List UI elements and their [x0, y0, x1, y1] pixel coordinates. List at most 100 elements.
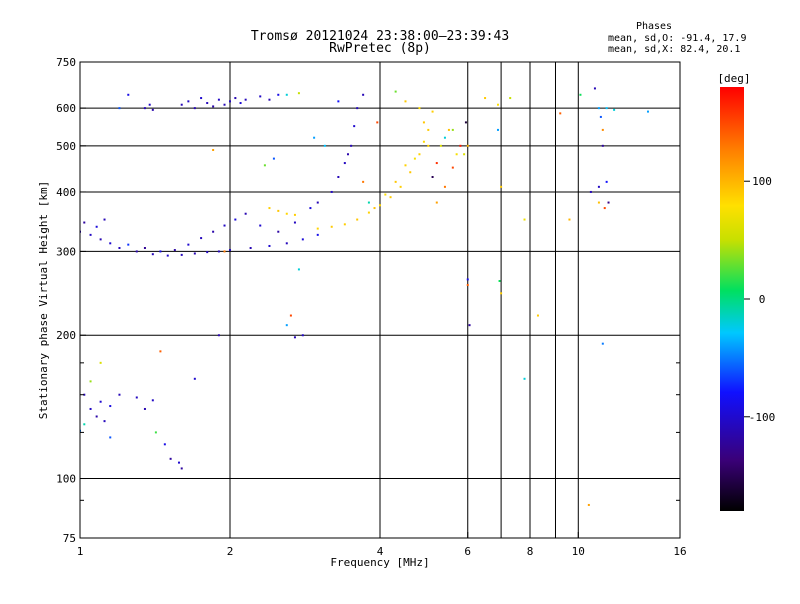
- scatter-point-O: [151, 399, 154, 402]
- y-axis-label: Stationary phase Virtual Height [km]: [37, 181, 50, 419]
- scatter-point-other: [607, 201, 610, 204]
- scatter-point-X: [379, 204, 381, 207]
- scatter-point-other: [323, 144, 326, 147]
- scatter-point-O: [187, 243, 190, 246]
- scatter-point-O: [259, 224, 262, 227]
- scatter-point-O: [301, 334, 304, 337]
- scatter-point-other: [109, 436, 112, 439]
- scatter-point-X: [404, 100, 407, 103]
- y-tick-label: 200: [56, 329, 76, 342]
- scatter-point-X: [587, 503, 590, 506]
- scatter-point-O: [277, 93, 280, 96]
- y-tick-label: 600: [56, 102, 76, 115]
- x-tick-label: 8: [527, 545, 534, 558]
- scatter-point-O: [316, 201, 319, 204]
- scatter-point-other: [466, 278, 469, 281]
- scatter-point-X: [373, 207, 376, 210]
- scatter-point-X: [285, 212, 288, 215]
- x-axis-label: Frequency [MHz]: [330, 556, 429, 569]
- scatter-point-other: [603, 207, 606, 210]
- scatter-point-other: [599, 115, 602, 118]
- scatter-point-other: [212, 148, 215, 151]
- scatter-point-X: [435, 201, 438, 204]
- scatter-point-O: [148, 103, 151, 106]
- scatter-point-O: [268, 244, 271, 247]
- scatter-point-other: [579, 93, 582, 96]
- scatter-point-O: [143, 407, 146, 410]
- scatter-point-O: [259, 95, 262, 98]
- y-tick-label: 400: [56, 186, 76, 199]
- scatter-point-other: [285, 324, 288, 327]
- scatter-point-O: [223, 103, 226, 106]
- scatter-point-X: [439, 144, 442, 147]
- scatter-point-X: [422, 121, 425, 124]
- scatter-point-O: [83, 221, 86, 224]
- scatter-point-X: [427, 128, 430, 131]
- scatter-point-O: [293, 221, 296, 224]
- x-tick-label: 6: [464, 545, 471, 558]
- grid-lines: [80, 62, 680, 538]
- scatter-point-O: [99, 400, 102, 403]
- phases-legend-title: Phases: [636, 21, 672, 32]
- scatter-point-X: [597, 201, 600, 204]
- scatter-point-X: [343, 223, 346, 226]
- scatter-point-O: [143, 107, 146, 110]
- scatter-point-O: [151, 253, 154, 256]
- scatter-point-other: [127, 93, 130, 96]
- y-tick-label: 75: [63, 532, 76, 545]
- scatter-point-other: [272, 157, 275, 160]
- scatter-point-other: [159, 350, 162, 353]
- scatter-point-X: [431, 110, 434, 113]
- scatter-point-other: [223, 250, 226, 253]
- scatter-point-O: [597, 185, 600, 188]
- scatter-point-O: [99, 238, 102, 241]
- phases-legend-o: mean, sd,O: -91.4, 17.9: [608, 33, 746, 44]
- x-tick-label: 16: [673, 545, 686, 558]
- scatter-point-O: [109, 242, 112, 245]
- scatter-point-O: [244, 98, 247, 101]
- y-tick-label: 500: [56, 140, 76, 153]
- x-tick-label: 4: [377, 545, 384, 558]
- scatter-point-O: [223, 224, 226, 227]
- scatter-point-O: [206, 251, 209, 254]
- scatter-point-O: [217, 98, 220, 101]
- scatter-point-X: [389, 196, 392, 199]
- scatter-point-other: [498, 280, 501, 283]
- scatter-point-other: [99, 361, 102, 364]
- scatter-point-O: [89, 233, 92, 236]
- scatter-point-O: [135, 396, 138, 399]
- scatter-point-X: [277, 209, 280, 212]
- scatter-point-O: [593, 87, 596, 90]
- scatter-point-X: [330, 225, 333, 228]
- scatter-point-other: [597, 107, 600, 110]
- scatter-point-X: [404, 164, 407, 167]
- scatter-point-other: [466, 284, 469, 287]
- colorbar-label: [deg]: [717, 72, 750, 85]
- scatter-point-O: [135, 250, 138, 253]
- scatter-point-O: [109, 405, 112, 408]
- scatter-point-other: [118, 107, 121, 110]
- scatter-point-other: [464, 121, 467, 124]
- scatter-point-other: [193, 377, 196, 380]
- scatter-point-other: [285, 93, 288, 96]
- scatter-point-O: [249, 247, 252, 250]
- scatter-point-O: [118, 393, 121, 396]
- scatter-point-O: [293, 336, 296, 339]
- scatter-point-X: [601, 128, 604, 131]
- scatter-point-other: [431, 175, 434, 178]
- scatter-point-other: [468, 324, 471, 327]
- scatter-point-O: [212, 230, 215, 233]
- scatter-point-X: [523, 218, 526, 221]
- scatter-point-O: [234, 97, 237, 100]
- scatter-point-O: [356, 107, 359, 110]
- scatter-point-O: [187, 100, 190, 103]
- colorbar-ticks: 100 0 -100: [744, 175, 775, 424]
- scatter-point-other: [646, 110, 649, 113]
- scatter-point-O: [285, 242, 288, 245]
- scatter-point-O: [316, 233, 319, 236]
- scatter-point-other: [89, 380, 92, 383]
- scatter-point-O: [89, 407, 92, 410]
- scatter-point-O: [229, 249, 231, 252]
- scatter-point-O: [212, 105, 215, 108]
